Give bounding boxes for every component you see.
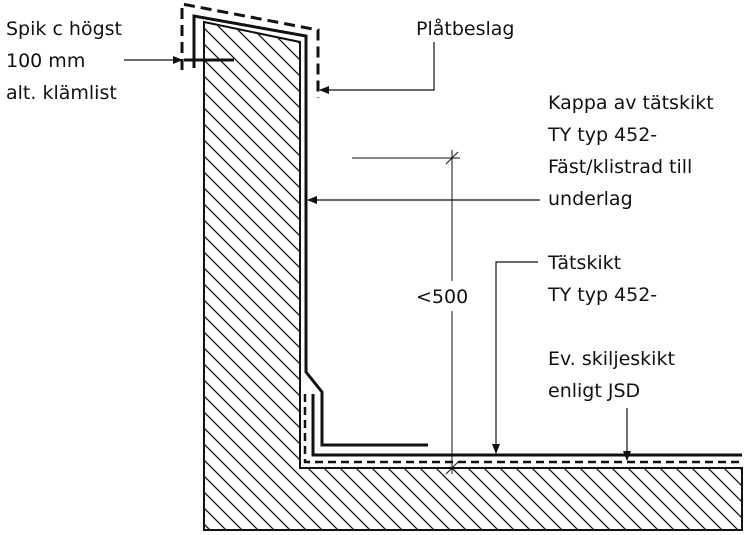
leader-flashing bbox=[319, 42, 435, 94]
leader-membrane bbox=[492, 261, 538, 454]
lower-membrane-line bbox=[311, 394, 742, 457]
label-nail-line1: Spik c högst bbox=[6, 18, 122, 40]
label-nail-line3: alt. klämlist bbox=[6, 82, 117, 104]
hatched-wall-and-slab bbox=[203, 20, 743, 531]
label-dimension: <500 bbox=[416, 286, 468, 308]
label-membrane-line2: TY typ 452- bbox=[547, 284, 657, 306]
dimension-tick-top bbox=[445, 151, 459, 165]
upstand-cover-membrane bbox=[192, 14, 428, 447]
label-cover-line4: underlag bbox=[548, 188, 633, 210]
label-flashing: Plåtbeslag bbox=[416, 17, 514, 40]
separation-layer-line bbox=[303, 394, 742, 464]
label-cover-line1: Kappa av tätskikt bbox=[548, 92, 714, 114]
dimension-label-background bbox=[412, 281, 490, 311]
label-membrane-line1: Tätskikt bbox=[547, 252, 621, 274]
dimension-tick-bottom bbox=[445, 461, 459, 475]
label-separator-line1: Ev. skiljeskikt bbox=[548, 348, 675, 370]
label-cover-line2: TY typ 452- bbox=[547, 124, 657, 146]
sheet-metal-flashing bbox=[180, 2, 320, 98]
label-cover-line3: Fäst/klistrad till bbox=[548, 156, 692, 178]
label-nail-line2: 100 mm bbox=[6, 50, 85, 72]
label-separator-line2: enligt JSD bbox=[548, 380, 640, 402]
